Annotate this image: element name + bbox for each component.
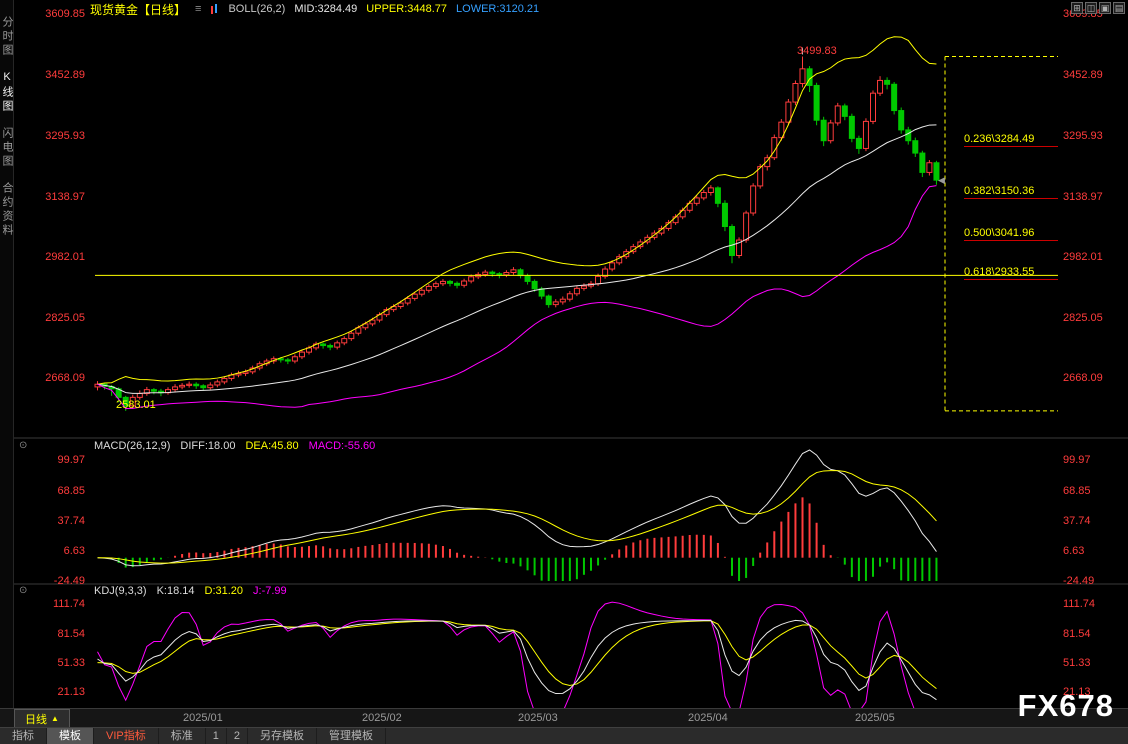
macd-dea-value: DEA:45.80 xyxy=(245,440,299,452)
kdj-j-value: J:-7.99 xyxy=(253,585,287,597)
price-axis-label: 2982.01 xyxy=(1063,251,1103,263)
kdj-panel-icon[interactable]: ⊙ xyxy=(19,585,28,596)
macd-axis-label: 6.63 xyxy=(1063,545,1085,557)
macd-diff-value: DIFF:18.00 xyxy=(180,440,236,452)
price-axis-label: 2825.05 xyxy=(1063,312,1103,324)
kdj-d-value: D:31.20 xyxy=(204,585,244,597)
chevron-up-icon: ▲ xyxy=(51,714,59,723)
macd-axis-label: 68.85 xyxy=(57,485,85,497)
kdj-axis-label: 111.74 xyxy=(52,598,85,610)
low-price-annotation: 2583.01 xyxy=(116,399,156,411)
sidebar-tab-contract-info[interactable]: 合约资料 xyxy=(1,182,13,238)
bollinger-bands xyxy=(97,36,937,410)
layout-quad-icon[interactable]: ▣ xyxy=(1099,2,1111,14)
toolbar-save-template-button[interactable]: 另存模板 xyxy=(248,728,317,744)
macd-axis-label: 99.97 xyxy=(1063,454,1091,466)
price-axis-label: 3452.89 xyxy=(45,69,85,81)
kdj-axis-label: 81.54 xyxy=(1063,628,1091,640)
kdj-axis-label: 51.33 xyxy=(1063,657,1091,669)
kdj-axis-label: 21.13 xyxy=(57,686,85,698)
fibonacci-retracement-lines[interactable] xyxy=(95,47,1058,412)
kdj-title: KDJ(9,3,3) xyxy=(94,585,147,597)
fib-level-label[interactable]: 0.382\3150.36 xyxy=(964,185,1058,199)
candle-style-icon[interactable] xyxy=(210,3,220,15)
macd-series xyxy=(97,449,938,581)
kdj-axis-label: 111.74 xyxy=(1063,598,1096,610)
panel-separators xyxy=(14,437,1128,585)
toolbar-indicator-button[interactable]: 指标 xyxy=(0,728,47,744)
macd-title-row: MACD(26,12,9) DIFF:18.00 DEA:45.80 MACD:… xyxy=(94,440,375,452)
layout-grid-icon[interactable]: ▤ xyxy=(1113,2,1125,14)
kdj-series xyxy=(97,601,937,713)
chart-menu-icon[interactable]: ≡ xyxy=(195,3,202,15)
date-label: 2025/01 xyxy=(183,712,223,724)
fib-level-label[interactable]: 0.236\3284.49 xyxy=(964,133,1058,147)
kdj-title-row: KDJ(9,3,3) K:18.14 D:31.20 J:-7.99 xyxy=(94,585,287,597)
layout-single-icon[interactable]: ⊞ xyxy=(1071,2,1083,14)
left-sidebar: 分时图 K线图 闪电图 合约资料 xyxy=(0,0,14,708)
period-tab-label: 日线 xyxy=(25,713,47,726)
price-axis-label: 2982.01 xyxy=(45,251,85,263)
fib-level-label[interactable]: 0.500\3041.96 xyxy=(964,227,1058,241)
macd-axis-label: 37.74 xyxy=(1063,515,1091,527)
fx678-watermark: FX678 xyxy=(1017,688,1114,723)
boll-indicator-label: BOLL(26,2) xyxy=(228,3,286,15)
date-label: 2025/05 xyxy=(855,712,895,724)
toolbar-standard-button[interactable]: 标准 xyxy=(159,728,206,744)
topbar: 现货黄金【日线】 ≡ BOLL(26,2) MID:3284.49 UPPER:… xyxy=(14,0,1128,18)
price-axis-label: 3609.85 xyxy=(45,8,85,20)
period-tab[interactable]: 日线 ▲ xyxy=(14,709,70,727)
date-label: 2025/02 xyxy=(362,712,402,724)
kdj-k-value: K:18.14 xyxy=(156,585,195,597)
date-label: 2025/04 xyxy=(688,712,728,724)
macd-title: MACD(26,12,9) xyxy=(94,440,171,452)
toolbar-template-button[interactable]: 模板 xyxy=(47,728,94,744)
date-label: 2025/03 xyxy=(518,712,558,724)
macd-axis-label: 37.74 xyxy=(57,515,85,527)
layout-split-icon[interactable]: ◫ xyxy=(1085,2,1097,14)
candlestick-series xyxy=(94,56,940,411)
toolbar-slot-2-button[interactable]: 2 xyxy=(227,728,248,744)
toolbar-vip-indicator-button[interactable]: VIP指标 xyxy=(94,728,159,744)
macd-axis-label: -24.49 xyxy=(1063,575,1095,587)
macd-axis-label: 68.85 xyxy=(1063,485,1091,497)
price-axis-label: 2825.05 xyxy=(45,312,85,324)
macd-axis-label: 99.97 xyxy=(57,454,85,466)
fib-level-label[interactable]: 0.618\2933.55 xyxy=(964,266,1058,280)
price-axis-label: 3295.93 xyxy=(1063,130,1103,142)
sidebar-tab-lightning-chart[interactable]: 闪电图 xyxy=(1,127,13,169)
price-axis-label: 3295.93 xyxy=(45,130,85,142)
sidebar-tab-time-chart[interactable]: 分时图 xyxy=(1,16,13,58)
price-axis-label: 3452.89 xyxy=(1063,69,1103,81)
boll-upper-value: UPPER:3448.77 xyxy=(366,3,448,15)
price-axis-label: 2668.09 xyxy=(45,372,85,384)
sidebar-tab-kline-chart[interactable]: K线图 xyxy=(1,71,13,114)
high-price-annotation: 3499.83 xyxy=(797,45,837,57)
time-axis-strip: 日线 ▲ 2025/01 2025/02 2025/03 2025/04 202… xyxy=(0,708,1128,727)
macd-macd-value: MACD:-55.60 xyxy=(308,440,376,452)
toolbar-manage-template-button[interactable]: 管理模板 xyxy=(317,728,386,744)
macd-axis-label: 6.63 xyxy=(63,545,85,557)
price-axis-label: 3138.97 xyxy=(1063,191,1103,203)
price-axis-label: 2668.09 xyxy=(1063,372,1103,384)
boll-mid-value: MID:3284.49 xyxy=(294,3,358,15)
macd-panel-icon[interactable]: ⊙ xyxy=(19,440,28,451)
toolbar-slot-1-button[interactable]: 1 xyxy=(206,728,227,744)
kdj-axis-label: 21.13 xyxy=(1063,686,1091,698)
bottom-toolbar: 指标 模板 VIP指标 标准 1 2 另存模板 管理模板 xyxy=(0,727,1128,744)
boll-lower-value: LOWER:3120.21 xyxy=(456,3,540,15)
kdj-axis-label: 51.33 xyxy=(57,657,85,669)
kdj-axis-label: 81.54 xyxy=(57,628,85,640)
price-axis-label: 3138.97 xyxy=(45,191,85,203)
symbol-title: 现货黄金【日线】 xyxy=(90,2,187,17)
last-price-marker-icon: ◀ xyxy=(938,175,945,185)
macd-axis-label: -24.49 xyxy=(53,575,85,587)
chart-layout-buttons: ⊞ ◫ ▣ ▤ xyxy=(1071,2,1125,14)
